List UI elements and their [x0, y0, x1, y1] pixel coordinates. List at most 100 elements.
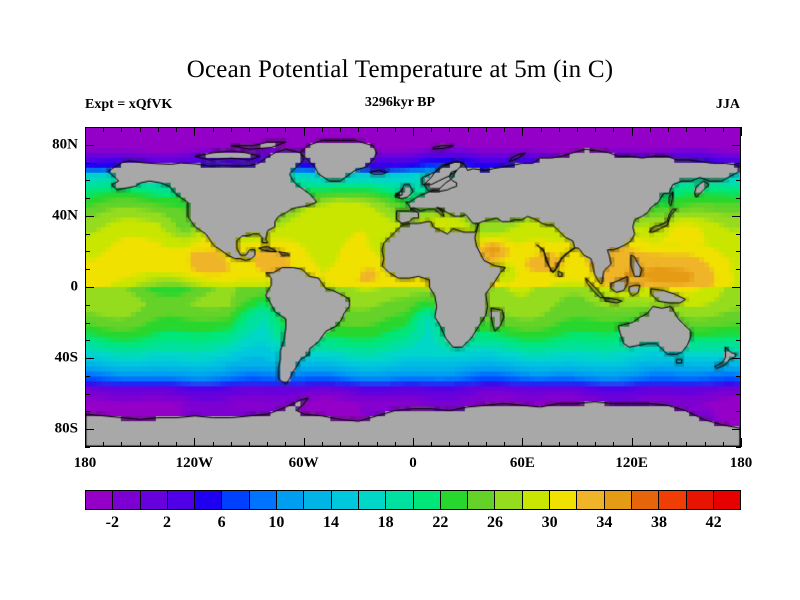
tick-mark [157, 127, 159, 132]
tick-mark [732, 358, 741, 360]
chart-subtitle: 3296kyr BP [364, 95, 436, 110]
colorbar-cell [522, 491, 551, 509]
colorbar-tick-label: 38 [651, 514, 667, 531]
tick-mark [176, 127, 178, 132]
colorbar-tick-label: 30 [541, 514, 558, 531]
tick-mark [736, 180, 741, 182]
tick-mark [613, 127, 615, 132]
tick-mark [85, 162, 90, 164]
colorbar-cell [468, 491, 496, 509]
tick-mark [736, 447, 741, 448]
tick-mark [85, 304, 90, 306]
x-tick-label: 180 [729, 455, 753, 471]
temperature-heatmap [86, 128, 740, 446]
x-tick-label: 180 [73, 455, 97, 471]
tick-mark [732, 144, 741, 146]
y-tick-label: 40S [54, 349, 78, 366]
tick-mark [376, 127, 378, 132]
tick-mark [613, 442, 615, 447]
colorbar-cell [495, 491, 523, 509]
y-tick-label: 80N [52, 136, 78, 153]
x-tick-label: 60W [288, 455, 319, 471]
colorbar-tick-label: 18 [377, 514, 394, 531]
tick-mark [230, 442, 232, 447]
tick-mark [631, 438, 633, 447]
tick-mark [85, 180, 90, 182]
tick-mark [722, 127, 724, 132]
colorbar-tick-label: 34 [596, 514, 613, 531]
colorbar-tick-label: 6 [217, 514, 226, 531]
tick-mark [649, 442, 651, 447]
colorbar-strip [85, 490, 741, 510]
tick-mark [431, 127, 433, 132]
tick-mark [85, 340, 90, 342]
tick-mark [736, 233, 741, 235]
tick-mark [686, 442, 688, 447]
tick-mark [631, 127, 633, 136]
colorbar-cell [167, 491, 196, 509]
tick-mark [736, 198, 741, 200]
y-tick-label: 80S [54, 420, 78, 437]
tick-mark [103, 127, 105, 132]
colorbar-cell [277, 491, 305, 509]
colorbar-cell [113, 491, 141, 509]
tick-mark [732, 429, 741, 431]
tick-mark [85, 144, 94, 146]
map-plot-area [85, 127, 741, 447]
tick-mark [522, 127, 524, 136]
tick-mark [736, 269, 741, 271]
tick-mark [85, 375, 90, 377]
colorbar-tick-label: 26 [487, 514, 503, 531]
tick-mark [139, 442, 141, 447]
tick-mark [340, 442, 342, 447]
colorbar-cell [550, 491, 578, 509]
tick-mark [504, 127, 506, 132]
tick-mark [85, 429, 94, 431]
tick-mark [85, 233, 90, 235]
page-title: Ocean Potential Temperature at 5m (in C) [186, 56, 614, 83]
tick-mark [85, 198, 90, 200]
tick-mark [540, 127, 542, 132]
tick-mark [394, 442, 396, 447]
tick-mark [558, 127, 560, 132]
experiment-label: Expt = xQfVK [85, 97, 173, 112]
colorbar-cell [195, 491, 223, 509]
x-tick-label: 120W [175, 455, 214, 471]
tick-mark [212, 442, 214, 447]
tick-mark [194, 438, 196, 447]
colorbar-cell [386, 491, 414, 509]
tick-mark [376, 442, 378, 447]
tick-mark [85, 287, 94, 288]
tick-mark [358, 442, 360, 447]
colorbar-cell [440, 491, 469, 509]
tick-mark [139, 127, 141, 132]
tick-mark [540, 442, 542, 447]
tick-mark [303, 127, 305, 136]
colorbar-cell [686, 491, 714, 509]
season-label: JJA [715, 97, 740, 112]
tick-mark [704, 127, 706, 132]
colorbar-tick-label: 2 [163, 514, 171, 531]
tick-mark [722, 442, 724, 447]
tick-mark [85, 447, 90, 448]
tick-mark [736, 304, 741, 306]
colorbar-cell [577, 491, 605, 509]
tick-mark [431, 442, 433, 447]
x-tick-label: 120E [615, 455, 648, 471]
tick-mark [121, 127, 123, 132]
colorbar-cell [222, 491, 250, 509]
tick-mark [736, 322, 741, 324]
colorbar-legend: -2 2 6 10 14 18 22 26 30 34 38 42 [85, 490, 741, 531]
tick-mark [267, 442, 269, 447]
tick-mark [85, 393, 90, 395]
colorbar-cell [140, 491, 168, 509]
tick-mark [85, 322, 90, 324]
tick-mark [85, 127, 90, 128]
tick-mark [736, 411, 741, 413]
colorbar-cell [413, 491, 441, 509]
tick-mark [732, 287, 741, 288]
tick-mark [340, 127, 342, 132]
tick-mark [413, 438, 414, 447]
tick-mark [736, 340, 741, 342]
tick-mark [522, 438, 524, 447]
